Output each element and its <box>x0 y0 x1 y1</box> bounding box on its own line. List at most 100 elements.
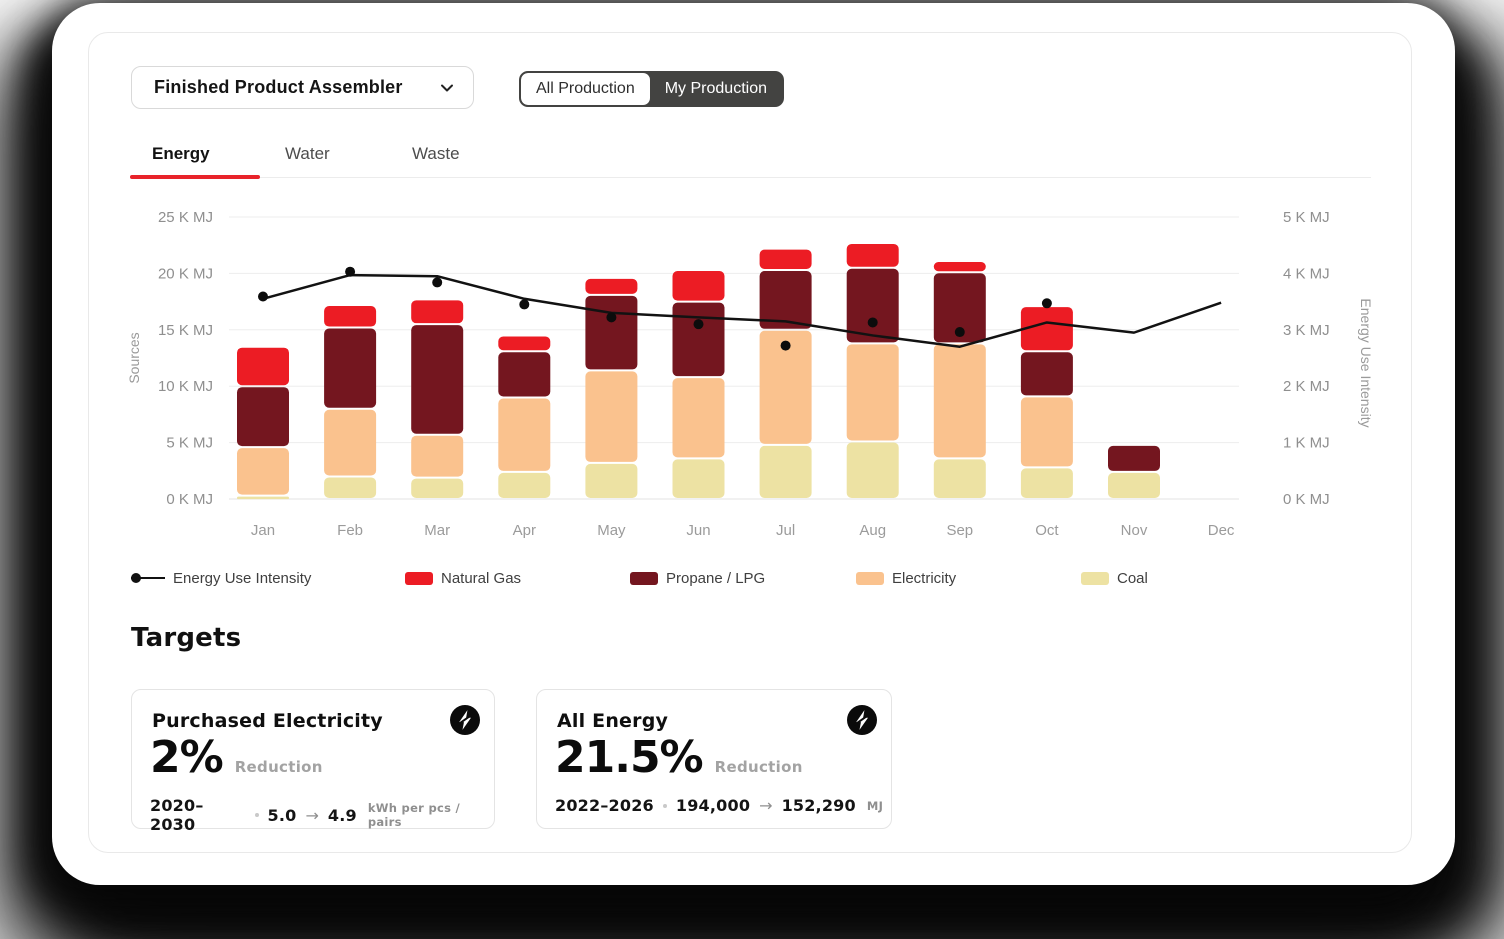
tab-waste[interactable]: Waste <box>412 144 460 163</box>
left-axis-tick: 0 K MJ <box>166 491 213 508</box>
bar-segment-natural-gas <box>324 305 377 327</box>
bar-segment-electricity <box>585 371 638 462</box>
target-meta-row: 2022–2026 194,000 152,290 MJ <box>555 796 883 815</box>
bar-segment-coal <box>846 442 899 498</box>
bar-segment-propane-lpg <box>672 302 725 377</box>
target-period: 2022–2026 <box>555 796 654 815</box>
bar-segment-propane-lpg <box>933 273 986 343</box>
target-from-value: 5.0 <box>267 805 297 825</box>
intensity-data-point <box>258 291 268 302</box>
target-percent: 2% <box>150 732 224 783</box>
x-axis-label: Dec <box>1208 522 1235 539</box>
intensity-data-point <box>954 327 965 338</box>
bar-segment-natural-gas <box>759 249 812 270</box>
target-card-title: All Energy <box>557 710 669 732</box>
tab-divider <box>131 177 1371 178</box>
x-axis-label: Feb <box>337 522 363 539</box>
legend-label: Propane / LPG <box>666 569 766 587</box>
legend-swatch-icon <box>405 571 433 585</box>
bar-segment-propane-lpg <box>324 328 377 408</box>
legend-item-natural-gas[interactable]: Natural Gas <box>405 569 521 587</box>
right-axis-tick: 1 K MJ <box>1283 435 1330 452</box>
tab-energy[interactable]: Energy <box>152 144 210 163</box>
left-axis-tick: 20 K MJ <box>158 265 213 282</box>
bar-segment-electricity <box>411 435 464 477</box>
legend-item-electricity[interactable]: Electricity <box>856 569 956 587</box>
toggle-all-production[interactable]: All Production <box>521 73 650 105</box>
bar-segment-coal <box>237 496 289 500</box>
bar-segment-coal <box>933 459 986 498</box>
app-window: Finished Product Assembler All Productio… <box>52 3 1455 885</box>
bar-segment-electricity <box>759 330 812 444</box>
legend-label: Electricity <box>892 569 957 587</box>
bar-segment-electricity <box>324 409 377 476</box>
bar-segment-natural-gas <box>1020 307 1073 351</box>
energy-chart: 0 K MJ 0 K MJ 5 K MJ 1 K MJ 10 K MJ 2 K MJ 15 … <box>126 209 1374 539</box>
x-axis-label: Jan <box>251 522 275 539</box>
energy-use-intensity-line <box>262 273 1222 348</box>
bar-segment-electricity <box>1020 397 1073 467</box>
dashboard-panel: Finished Product Assembler All Productio… <box>88 32 1412 853</box>
assembler-dropdown[interactable]: Finished Product Assembler <box>131 66 474 109</box>
legend-label: Energy Use Intensity <box>173 569 312 587</box>
intensity-data-point <box>345 266 356 277</box>
intensity-data-point <box>867 317 878 328</box>
chevron-down-icon <box>441 84 453 91</box>
target-percent: 21.5% <box>555 732 704 783</box>
left-axis-tick: 5 K MJ <box>166 435 213 452</box>
bar-segment-natural-gas <box>411 300 464 324</box>
bar-segment-propane-lpg <box>498 352 551 397</box>
legend-swatch-icon <box>856 571 884 585</box>
active-tab-underline <box>130 175 260 179</box>
intensity-data-point <box>693 319 704 330</box>
bar-segment-natural-gas <box>585 278 638 294</box>
bar-segment-coal <box>324 477 377 498</box>
bar-segment-propane-lpg <box>1108 445 1160 471</box>
target-card-all-energy: All Energy 21.5% Reduction 2022–2026 194… <box>536 689 892 829</box>
bar-segment-coal <box>498 472 551 498</box>
line-dot-marker-icon <box>131 573 165 583</box>
bar-segment-electricity <box>237 448 289 495</box>
x-axis-label: Apr <box>513 522 536 539</box>
tab-water[interactable]: Water <box>285 144 330 163</box>
targets-heading: Targets <box>131 623 242 653</box>
target-from-value: 194,000 <box>675 796 751 815</box>
bar-segment-electricity <box>846 344 899 441</box>
legend-item-energy-use-intensity[interactable]: Energy Use Intensity <box>131 569 311 587</box>
legend-item-propane-lpg[interactable]: Propane / LPG <box>630 569 765 587</box>
target-card-purchased-electricity: Purchased Electricity 2% Reduction 2020–… <box>131 689 495 834</box>
bar-segment-propane-lpg <box>585 295 638 370</box>
dot-separator-icon <box>254 813 259 817</box>
x-axis-label: Jul <box>776 522 795 539</box>
x-axis-label: Sep <box>946 522 973 539</box>
energy-bolt-icon <box>847 705 877 735</box>
legend-swatch-icon <box>630 571 658 585</box>
intensity-data-point <box>432 277 443 288</box>
legend-swatch-icon <box>1081 571 1109 585</box>
right-axis-tick: 0 K MJ <box>1283 491 1330 508</box>
bar-segment-coal <box>411 478 464 498</box>
right-axis-title: Energy Use Intensity <box>1358 298 1374 427</box>
bar-segment-electricity <box>672 378 725 458</box>
bar-segment-coal <box>585 463 638 498</box>
legend-label: Coal <box>1117 569 1148 587</box>
target-meta-row: 2020–2030 5.0 4.9 kWh per pcs / pairs <box>150 796 494 834</box>
bar-segment-natural-gas <box>237 347 289 386</box>
bar-segment-coal <box>672 459 725 498</box>
target-percent-row: 21.5% Reduction <box>555 732 803 783</box>
x-axis-label: Jun <box>686 522 710 539</box>
target-period: 2020–2030 <box>150 796 204 834</box>
x-axis-label: May <box>597 522 626 539</box>
right-axis-tick: 5 K MJ <box>1283 209 1330 226</box>
x-axis-label: Aug <box>859 522 886 539</box>
legend-item-coal[interactable]: Coal <box>1081 569 1148 587</box>
assembler-dropdown-label: Finished Product Assembler <box>154 77 403 97</box>
bar-segment-natural-gas <box>933 261 986 272</box>
legend-label: Natural Gas <box>441 569 522 587</box>
bar-segment-propane-lpg <box>411 325 464 434</box>
bar-segment-coal <box>1020 468 1073 498</box>
target-unit: kWh per pcs / pairs <box>367 801 461 829</box>
toggle-my-production[interactable]: My Production <box>649 73 782 105</box>
target-percent-row: 2% Reduction <box>150 732 323 783</box>
